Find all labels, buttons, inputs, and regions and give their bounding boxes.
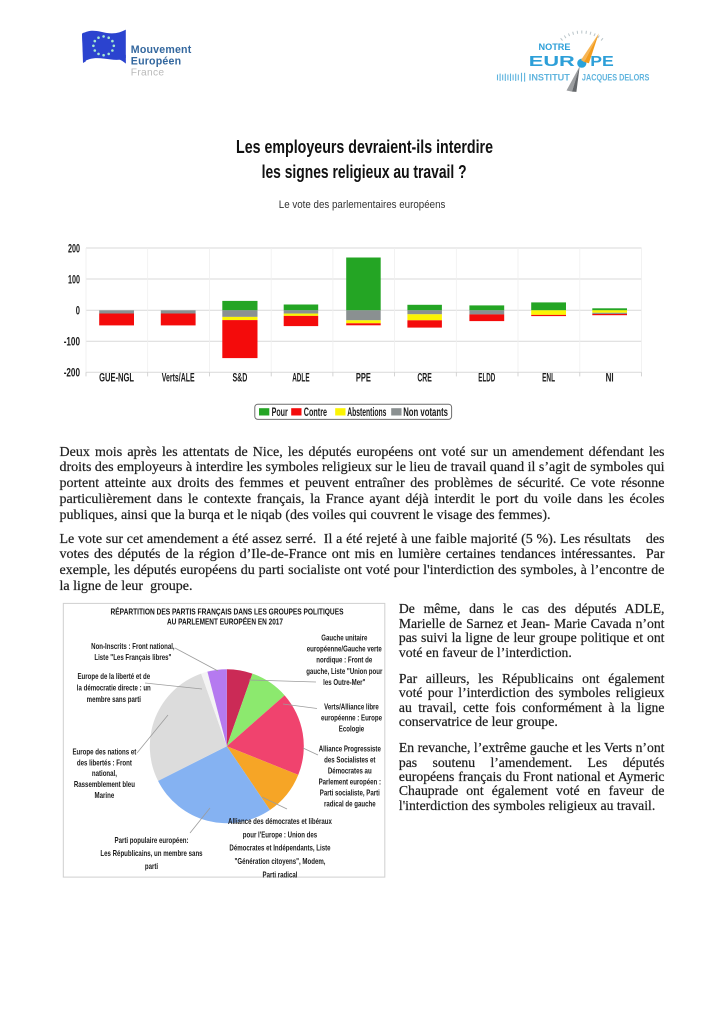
- svg-text:Parti populaire européen:: Parti populaire européen:: [115, 835, 189, 845]
- svg-text:Liste "Les Français libres": Liste "Les Français libres": [94, 652, 171, 662]
- svg-text:RÉPARTITION DES PARTIS FRANÇAI: RÉPARTITION DES PARTIS FRANÇAIS DANS LES…: [111, 607, 344, 617]
- svg-text:-100: -100: [64, 335, 81, 349]
- svg-text:Rassemblement bleu: Rassemblement bleu: [74, 779, 135, 789]
- svg-text:Alliance des démocrates et lib: Alliance des démocrates et libéraux: [228, 816, 333, 826]
- svg-text:les signes religieux au travai: les signes religieux au travail ?: [262, 161, 467, 182]
- svg-text:France: France: [131, 67, 165, 78]
- svg-text:Ecologie: Ecologie: [339, 724, 364, 734]
- svg-text:Abstentions: Abstentions: [347, 407, 386, 419]
- svg-text:membre sans parti: membre sans parti: [87, 694, 141, 704]
- svg-text:Contre: Contre: [304, 407, 327, 419]
- svg-text:ENL: ENL: [542, 370, 555, 384]
- svg-text:Mouvement: Mouvement: [131, 44, 192, 56]
- svg-text:AU PARLEMENT EUROPÉEN EN 2017: AU PARLEMENT EUROPÉEN EN 2017: [167, 616, 283, 626]
- svg-text:Parti socialiste, Parti: Parti socialiste, Parti: [320, 788, 380, 798]
- svg-text:Parlement européen :: Parlement européen :: [319, 777, 381, 787]
- svg-text:NI: NI: [606, 370, 614, 384]
- svg-text:des libertés : Front: des libertés : Front: [77, 757, 132, 767]
- svg-text:radical de gauche: radical de gauche: [324, 799, 376, 809]
- svg-text:parti: parti: [145, 861, 158, 871]
- svg-text:JACQUES DELORS: JACQUES DELORS: [582, 73, 650, 83]
- svg-text:Verts/Alliance libre: Verts/Alliance libre: [324, 702, 379, 712]
- svg-text:Verts/ALE: Verts/ALE: [162, 370, 195, 384]
- svg-text:100: 100: [68, 272, 80, 286]
- svg-text:les Outre-Mer": les Outre-Mer": [323, 677, 366, 687]
- svg-text:EUR: EUR: [529, 54, 576, 70]
- svg-text:PPE: PPE: [356, 370, 371, 384]
- svg-text:Europe des nations et: Europe des nations et: [72, 746, 136, 756]
- svg-text:ADLE: ADLE: [292, 370, 309, 384]
- svg-text:Les employeurs devraient-ils i: Les employeurs devraient-ils interdire: [236, 136, 493, 157]
- svg-text:CRE: CRE: [417, 370, 432, 384]
- svg-text:Gauche unitaire: Gauche unitaire: [321, 632, 367, 642]
- svg-text:gauche, Liste "Union pour: gauche, Liste "Union pour: [306, 666, 382, 676]
- svg-text:Le vote des parlementaires eur: Le vote des parlementaires européens: [279, 199, 446, 211]
- svg-text:Parti radical: Parti radical: [263, 869, 298, 879]
- svg-text:Alliance Progressiste: Alliance Progressiste: [319, 744, 381, 754]
- svg-text:européenne/Gauche verte: européenne/Gauche verte: [307, 643, 382, 653]
- svg-text:des Socialistes et: des Socialistes et: [324, 755, 376, 765]
- svg-text:ELDD: ELDD: [478, 370, 495, 384]
- svg-text:NOTRE: NOTRE: [539, 42, 571, 53]
- svg-text:INSTITUT: INSTITUT: [529, 73, 571, 83]
- svg-text:européenne : Europe: européenne : Europe: [321, 713, 382, 723]
- svg-text:Européen: Européen: [131, 56, 181, 68]
- svg-text:Pour: Pour: [272, 407, 289, 419]
- svg-text:Non votants: Non votants: [403, 407, 448, 419]
- svg-text:Démocrates et Indépendants, Li: Démocrates et Indépendants, Liste: [229, 843, 330, 853]
- svg-text:Marine: Marine: [95, 790, 115, 800]
- svg-text:la démocratie directe : un: la démocratie directe : un: [77, 683, 151, 693]
- svg-text:Les Républicains, un membre sa: Les Républicains, un membre sans: [100, 848, 202, 858]
- svg-text:nordique : Front de: nordique : Front de: [316, 655, 372, 665]
- svg-text:national,: national,: [92, 768, 117, 778]
- svg-text:GUE-NGL: GUE-NGL: [99, 370, 134, 384]
- svg-text:"Génération citoyens", Modem,: "Génération citoyens", Modem,: [235, 856, 326, 866]
- svg-text:S&D: S&D: [232, 370, 247, 384]
- svg-text:200: 200: [68, 241, 80, 255]
- svg-text:Europe de la liberté et de: Europe de la liberté et de: [77, 671, 150, 681]
- svg-text:-200: -200: [64, 366, 81, 380]
- svg-text:0: 0: [76, 304, 80, 318]
- svg-text:PE: PE: [590, 54, 614, 70]
- svg-text:Démocrates au: Démocrates au: [328, 766, 372, 776]
- svg-text:Non-Inscrits : Front national,: Non-Inscrits : Front national,: [91, 641, 174, 651]
- svg-text:pour l'Europe : Union des: pour l'Europe : Union des: [243, 829, 317, 839]
